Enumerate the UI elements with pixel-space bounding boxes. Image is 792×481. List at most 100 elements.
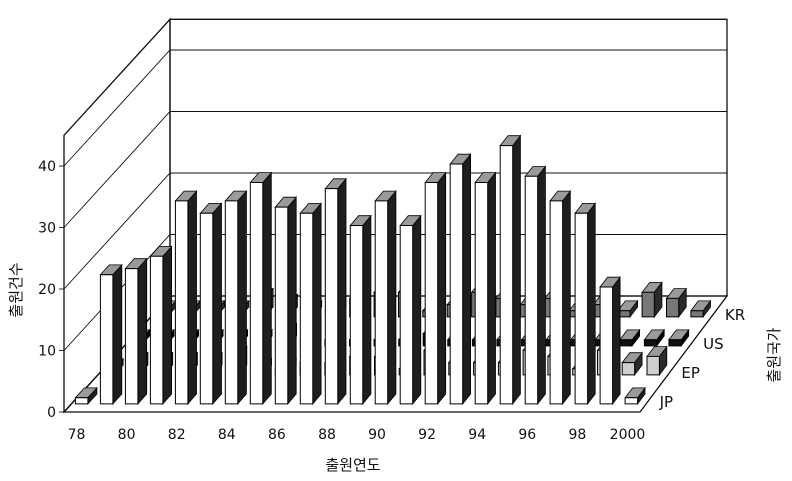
x-tick-label: 82 <box>168 427 186 443</box>
x-tick-label: 78 <box>68 427 86 443</box>
bar-side <box>337 177 347 406</box>
bar-front <box>668 339 682 347</box>
bar <box>641 281 663 319</box>
bar <box>349 214 372 406</box>
y-tick-label: 40 <box>38 159 56 175</box>
bar-front <box>524 175 539 405</box>
bar-front <box>274 206 289 405</box>
bar-side <box>462 153 472 406</box>
y-tick-label: 10 <box>38 344 56 360</box>
bar-front <box>124 268 139 405</box>
bar-front <box>599 286 614 405</box>
x-tick-label: 86 <box>268 427 286 443</box>
bar-front <box>690 310 704 318</box>
bar-front <box>449 163 464 405</box>
gridline <box>63 111 727 228</box>
bar <box>224 190 248 405</box>
x-tick-label: 98 <box>568 427 586 443</box>
x-tick-label: 90 <box>368 427 386 443</box>
bar-side <box>562 189 571 406</box>
bar-side <box>412 214 422 406</box>
bar-front <box>474 182 489 405</box>
z-axis-title: 출원국가 <box>765 327 783 382</box>
bar <box>274 196 298 405</box>
bar-front <box>249 182 264 405</box>
bar <box>149 245 173 405</box>
bar <box>449 153 472 406</box>
bar-front <box>374 200 389 405</box>
y-tick-label: 0 <box>47 405 56 421</box>
bar <box>665 287 688 319</box>
bar-side <box>612 276 621 406</box>
bar-side <box>137 257 148 405</box>
bar-front <box>399 225 414 405</box>
bar <box>643 328 666 348</box>
bar-front <box>199 212 214 405</box>
bar <box>549 189 572 406</box>
bar-side <box>262 171 272 405</box>
bar-side <box>312 202 322 405</box>
bar-front <box>74 397 89 405</box>
bar-side <box>437 171 447 406</box>
bar <box>646 345 668 377</box>
bar-front <box>574 212 589 405</box>
bar-front <box>324 188 339 405</box>
bar-front <box>641 291 655 318</box>
bar <box>621 351 643 377</box>
bar <box>574 202 597 406</box>
bar-side <box>387 189 397 406</box>
chart-labels: 출원연도 출원건수 출원국가 0 10 20 30 40 78 80 82 84 86 88 90 92… <box>7 159 783 474</box>
bar <box>124 257 148 405</box>
bar <box>599 276 621 406</box>
bar-side <box>237 190 247 405</box>
bar-front <box>621 362 636 376</box>
bar <box>249 171 273 405</box>
bar <box>474 171 497 406</box>
chart-bars <box>74 134 712 406</box>
bar-front <box>619 339 633 347</box>
bar-side <box>537 165 546 406</box>
bar <box>199 202 223 405</box>
bar <box>374 189 397 406</box>
bar <box>668 328 690 348</box>
series-label: US <box>703 335 724 353</box>
bar <box>616 299 639 319</box>
x-tick-label: 92 <box>418 427 436 443</box>
x-tick-label: 88 <box>318 427 336 443</box>
bar-side <box>587 202 596 406</box>
bar <box>624 386 646 406</box>
bar <box>499 134 522 406</box>
bar-side <box>287 196 297 405</box>
bar-front <box>666 297 680 318</box>
bar-front <box>499 145 514 405</box>
bar <box>690 299 712 319</box>
bar-front <box>224 200 239 405</box>
bar <box>74 386 98 405</box>
bar-front <box>149 255 164 405</box>
series-label: JP <box>659 393 673 411</box>
x-tick-label: 96 <box>518 427 536 443</box>
bar-front <box>349 225 364 405</box>
bar <box>524 165 547 406</box>
bar-side <box>362 214 372 406</box>
series-label: EP <box>681 364 700 382</box>
bar-front <box>624 397 639 405</box>
bar-front <box>646 355 660 376</box>
x-axis-title: 출원연도 <box>325 456 380 474</box>
bar-front <box>549 200 564 405</box>
bar <box>99 263 123 405</box>
gridline <box>63 49 727 167</box>
bar-front <box>424 182 439 405</box>
bar-front <box>299 212 314 405</box>
bar <box>399 214 422 406</box>
bar-side <box>487 171 496 406</box>
bar-side <box>187 190 197 405</box>
x-tick-label: 84 <box>218 427 236 443</box>
bar-front <box>174 200 189 405</box>
x-tick-label: 94 <box>468 427 486 443</box>
bar <box>174 190 198 405</box>
bar-front <box>643 339 658 347</box>
bar-side <box>512 134 521 406</box>
y-axis-title: 출원건수 <box>7 262 25 317</box>
